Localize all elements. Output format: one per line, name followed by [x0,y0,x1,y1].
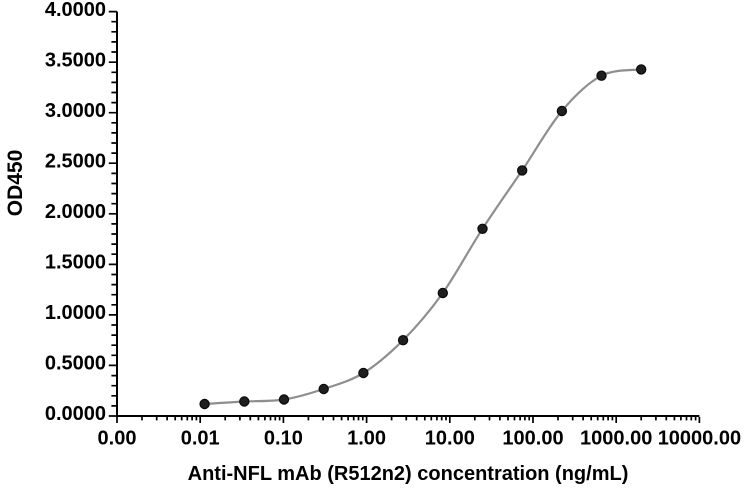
svg-text:1.00: 1.00 [347,428,386,450]
svg-text:3.0000: 3.0000 [45,100,106,122]
svg-text:1000.00: 1000.00 [580,428,652,450]
svg-text:3.5000: 3.5000 [45,49,106,71]
svg-text:1.5000: 1.5000 [45,252,106,274]
svg-text:0.0000: 0.0000 [45,403,106,425]
svg-text:100.00: 100.00 [502,428,563,450]
svg-text:2.5000: 2.5000 [45,150,106,172]
svg-text:4.0000: 4.0000 [45,0,106,21]
svg-text:0.01: 0.01 [181,428,220,450]
svg-text:OD450: OD450 [4,150,27,217]
svg-text:2.0000: 2.0000 [45,201,106,223]
svg-text:0.00: 0.00 [98,428,137,450]
svg-text:10.00: 10.00 [425,428,475,450]
svg-text:10000.00: 10000.00 [658,428,741,450]
svg-text:1.0000: 1.0000 [45,302,106,324]
svg-text:Anti-NFL mAb (R512n2) concentr: Anti-NFL mAb (R512n2) concentration (ng/… [188,463,629,485]
svg-text:0.5000: 0.5000 [45,353,106,375]
svg-text:0.10: 0.10 [264,428,303,450]
